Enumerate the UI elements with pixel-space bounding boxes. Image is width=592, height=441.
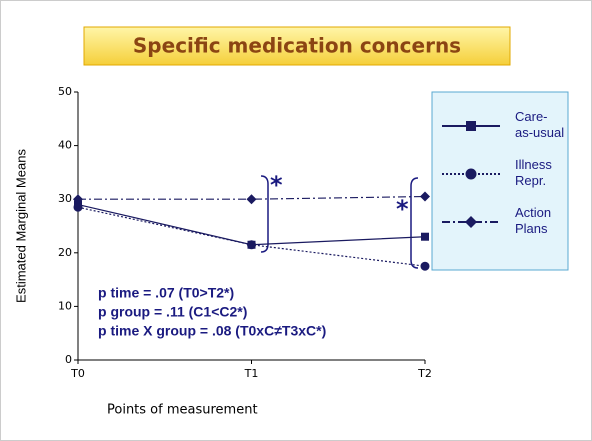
title-box bbox=[83, 26, 511, 66]
legend-label: Illness Repr. bbox=[515, 157, 555, 188]
marker bbox=[466, 121, 476, 131]
stat-annotation: p group = .11 (C1<C2*) bbox=[98, 304, 247, 320]
legend-box bbox=[431, 91, 569, 271]
x-tick-label: T0 bbox=[70, 367, 85, 380]
y-tick-label: 30 bbox=[58, 192, 72, 205]
x-axis-label: Points of measurement bbox=[107, 403, 258, 418]
y-tick-label: 50 bbox=[58, 85, 72, 98]
bracket bbox=[410, 177, 419, 269]
significance-star: * bbox=[396, 195, 409, 223]
marker bbox=[420, 261, 430, 271]
marker bbox=[465, 168, 477, 180]
y-tick-label: 0 bbox=[65, 353, 72, 366]
marker bbox=[73, 202, 83, 212]
stat-annotation: p time X group = .08 (T0xC≠T3xC*) bbox=[98, 323, 326, 339]
significance-star: * bbox=[270, 171, 283, 199]
legend-label: Care-as-usual bbox=[515, 109, 564, 140]
marker bbox=[421, 232, 429, 241]
y-tick-label: 40 bbox=[58, 139, 72, 152]
y-tick-label: 20 bbox=[58, 246, 72, 259]
marker bbox=[247, 240, 256, 250]
marker bbox=[73, 194, 83, 205]
marker bbox=[465, 216, 477, 228]
x-tick-label: T1 bbox=[244, 367, 259, 380]
series-line bbox=[78, 195, 426, 200]
legend-label: Action Plans bbox=[515, 205, 555, 236]
x-tick-label: T2 bbox=[417, 367, 432, 380]
stat-annotation: p time = .07 (T0>T2*) bbox=[98, 285, 234, 301]
marker bbox=[246, 194, 257, 205]
chart-title: Specific medication concerns bbox=[133, 34, 461, 58]
y-tick-label: 10 bbox=[58, 299, 72, 312]
y-axis-label: Estimated Marginal Means bbox=[13, 149, 28, 303]
bracket bbox=[260, 175, 269, 253]
marker bbox=[420, 191, 430, 202]
